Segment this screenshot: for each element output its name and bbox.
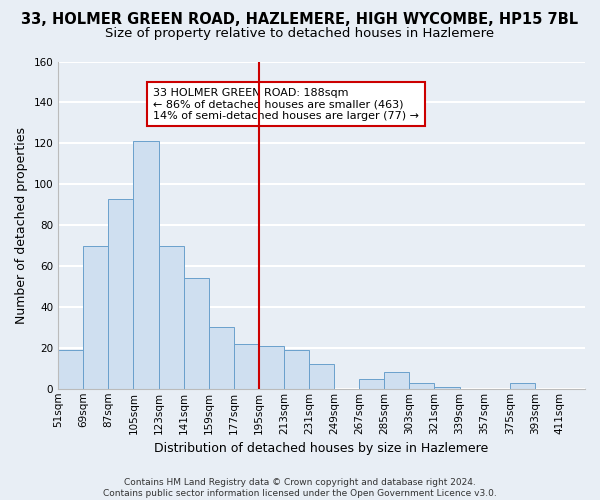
Text: Contains HM Land Registry data © Crown copyright and database right 2024.
Contai: Contains HM Land Registry data © Crown c… — [103, 478, 497, 498]
Bar — [109, 198, 133, 389]
Bar — [234, 344, 259, 389]
Bar — [158, 246, 184, 389]
Bar — [434, 386, 460, 389]
Bar — [359, 378, 385, 389]
Text: Size of property relative to detached houses in Hazlemere: Size of property relative to detached ho… — [106, 28, 494, 40]
Bar — [83, 246, 109, 389]
Bar — [510, 382, 535, 389]
Bar — [309, 364, 334, 389]
Bar — [284, 350, 309, 389]
Bar — [133, 142, 158, 389]
Bar — [385, 372, 409, 389]
Text: 33, HOLMER GREEN ROAD, HAZLEMERE, HIGH WYCOMBE, HP15 7BL: 33, HOLMER GREEN ROAD, HAZLEMERE, HIGH W… — [22, 12, 578, 28]
Text: 33 HOLMER GREEN ROAD: 188sqm
← 86% of detached houses are smaller (463)
14% of s: 33 HOLMER GREEN ROAD: 188sqm ← 86% of de… — [153, 88, 419, 121]
X-axis label: Distribution of detached houses by size in Hazlemere: Distribution of detached houses by size … — [154, 442, 489, 455]
Bar — [209, 328, 234, 389]
Bar — [58, 350, 83, 389]
Bar — [409, 382, 434, 389]
Bar — [184, 278, 209, 389]
Y-axis label: Number of detached properties: Number of detached properties — [15, 126, 28, 324]
Bar — [259, 346, 284, 389]
